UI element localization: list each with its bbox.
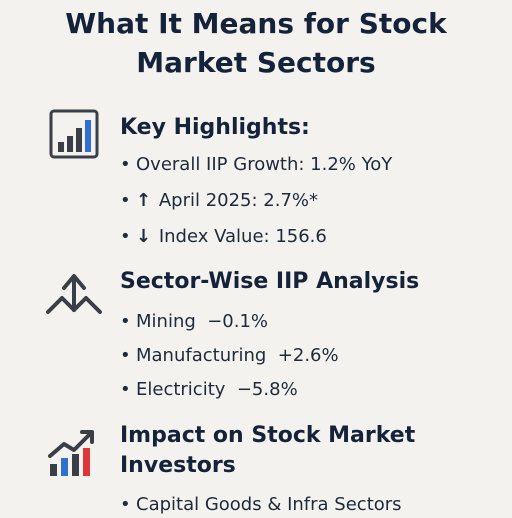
list-item-text: Mining −0.1% [136, 311, 269, 332]
page-title: What It Means for Stock Market Sectors [0, 4, 512, 82]
list-item-text: Index Value: 156.6 [158, 226, 327, 247]
up-down-arrows-icon [46, 274, 102, 314]
bullet-dot: • [120, 226, 131, 247]
arrow-up-icon: ↑ [136, 190, 152, 211]
bullet-dot: • [120, 345, 131, 366]
list-item: • Capital Goods & Infra Sectors [120, 492, 402, 518]
section-heading-impact-line-1: Impact on Stock Market [120, 423, 416, 448]
list-item-text: Manufacturing +2.6% [136, 345, 339, 366]
list-item: • ↑ April 2025: 2.7%* [120, 188, 318, 214]
list-item: • Electricity −5.8% [120, 377, 298, 403]
list-item: • Manufacturing +2.6% [120, 343, 339, 369]
section-heading-impact-line-2: Investors [120, 453, 236, 478]
list-item-text: Capital Goods & Infra Sectors [136, 494, 402, 515]
bullet-dot: • [120, 154, 131, 175]
section-heading-key-highlights: Key Highlights: [120, 115, 310, 140]
list-item: • Overall IIP Growth: 1.2% YoY [120, 152, 392, 178]
bar-chart-icon [49, 109, 99, 159]
list-item: • Mining −0.1% [120, 309, 268, 335]
bullet-dot: • [120, 379, 131, 400]
bullet-dot: • [120, 311, 131, 332]
section-heading-sector-analysis: Sector-Wise IIP Analysis [120, 269, 420, 294]
list-item: • ↓ Index Value: 156.6 [120, 224, 327, 250]
bullet-dot: • [120, 190, 131, 211]
list-item-text: Electricity −5.8% [136, 379, 298, 400]
page-title-line-2: Market Sectors [136, 46, 376, 79]
list-item-text: April 2025: 2.7%* [158, 190, 319, 211]
page-title-line-1: What It Means for Stock [65, 7, 447, 40]
list-item-text: Overall IIP Growth: 1.2% YoY [136, 154, 393, 175]
arrow-down-icon: ↓ [136, 226, 152, 247]
bullet-dot: • [120, 494, 131, 515]
growth-chart-arrow-icon [48, 430, 94, 476]
